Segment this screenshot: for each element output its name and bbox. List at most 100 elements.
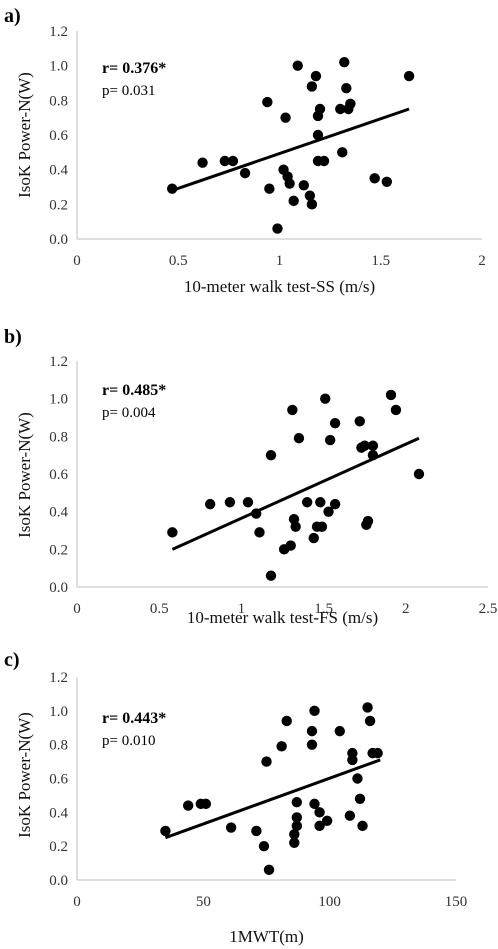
x-tick-label: 150 [445, 894, 468, 910]
data-point [306, 725, 318, 737]
data-point [335, 103, 346, 115]
data-point [314, 807, 325, 818]
data-point [314, 103, 326, 115]
trendline [164, 758, 381, 840]
x-tick-label: 2 [478, 253, 486, 269]
y-tick-label: 1.2 [49, 354, 68, 370]
chart-panel-3: c) 0.0 0.2 0.4 0.6 0.8 1.0 1.2 0 50 100 150 1MWT(m) I… [4, 649, 467, 946]
trendline [171, 107, 410, 192]
x-axis-label: 10-meter walk test-FS (m/s) [187, 608, 378, 627]
x-axis-label: 10-meter walk test-SS (m/s) [184, 277, 375, 296]
y-axis-label: IsoK Power-N(W) [15, 412, 34, 538]
data-point [219, 155, 231, 167]
x-tick-label: 100 [318, 894, 341, 910]
x-axis-label: 1MWT(m) [229, 927, 304, 946]
correlation-r-label: r= 0.443* [102, 710, 166, 727]
data-point [354, 793, 366, 804]
y-tick-label: 0.8 [49, 93, 68, 109]
y-tick-label: 0.8 [49, 429, 68, 445]
data-point [314, 820, 325, 832]
data-point [225, 822, 237, 833]
data-point [261, 756, 272, 767]
x-tick-label: 0 [73, 601, 81, 617]
y-tick-label: 1.2 [49, 670, 68, 686]
y-tick-label: 1.0 [49, 59, 68, 75]
data-point [293, 433, 305, 444]
data-point [324, 434, 336, 446]
data-point [197, 157, 208, 168]
y-tick-label: 0.2 [49, 542, 68, 558]
data-point [306, 199, 318, 210]
x-tick-label: 1 [276, 253, 284, 269]
data-point [320, 393, 331, 404]
data-point [250, 508, 262, 519]
data-point [227, 155, 239, 167]
correlation-r-label: r= 0.485* [102, 382, 166, 399]
data-point [276, 741, 287, 752]
y-tick-label: 1.0 [49, 392, 68, 408]
data-point [251, 825, 262, 837]
data-point [323, 506, 334, 517]
data-point [312, 129, 324, 141]
data-point [315, 497, 326, 508]
data-point [288, 195, 299, 207]
data-point [264, 183, 275, 194]
data-point [289, 829, 300, 840]
data-point [362, 515, 374, 527]
data-point [339, 57, 350, 68]
data-point [352, 773, 363, 784]
data-point [263, 864, 275, 876]
y-axis-label: IsoK Power-N(W) [15, 712, 34, 838]
x-tick-label: 0 [73, 894, 81, 910]
data-point [166, 183, 178, 194]
y-tick-label: 0.4 [49, 163, 68, 179]
y-tick-label: 0.2 [49, 197, 68, 213]
correlation-r-label: r= 0.376* [102, 60, 166, 77]
y-tick-label: 0.4 [49, 505, 68, 521]
data-point [200, 798, 212, 810]
x-tick-label: 2.5 [479, 601, 498, 617]
x-tick-label: 50 [196, 894, 211, 910]
y-tick-label: 0.0 [49, 873, 68, 889]
x-tick-label: 0 [73, 253, 81, 269]
data-point [258, 840, 270, 852]
data-point [292, 60, 303, 71]
data-point [272, 223, 283, 234]
y-tick-label: 0.0 [49, 580, 68, 596]
data-point [290, 521, 301, 532]
data-point [301, 497, 313, 508]
data-point [285, 540, 296, 551]
data-point [298, 180, 309, 191]
y-tick-label: 1.2 [49, 24, 68, 40]
x-tick-label: 0.5 [169, 253, 188, 269]
y-tick-label: 0.6 [49, 128, 68, 144]
trendline [171, 436, 420, 551]
chart-panel-2: b) 0.0 0.2 0.4 0.6 0.8 1.0 1.2 0 0.5 1 1.5 2 2.5 10-me… [4, 326, 497, 627]
data-point [403, 70, 415, 82]
data-point [413, 468, 425, 480]
data-point [316, 521, 328, 532]
data-point [291, 812, 303, 823]
data-point [291, 796, 303, 808]
data-point [309, 705, 320, 717]
data-point [329, 417, 341, 429]
panel-label: b) [4, 326, 22, 348]
x-tick-label: 1.5 [371, 253, 390, 269]
data-point [239, 167, 251, 179]
y-tick-label: 0.6 [49, 467, 68, 483]
data-point [254, 527, 265, 538]
data-point [310, 70, 322, 82]
data-point [308, 532, 319, 544]
data-point [359, 440, 370, 451]
data-point [357, 820, 368, 832]
x-tick-label: 1 [238, 601, 246, 617]
y-tick-label: 0.0 [49, 232, 68, 248]
data-point [341, 83, 352, 94]
y-tick-label: 0.4 [49, 805, 68, 821]
data-point [160, 825, 171, 837]
data-point [306, 739, 318, 750]
data-point [262, 96, 273, 108]
data-point [344, 810, 356, 821]
x-tick-label: 2 [402, 601, 410, 617]
